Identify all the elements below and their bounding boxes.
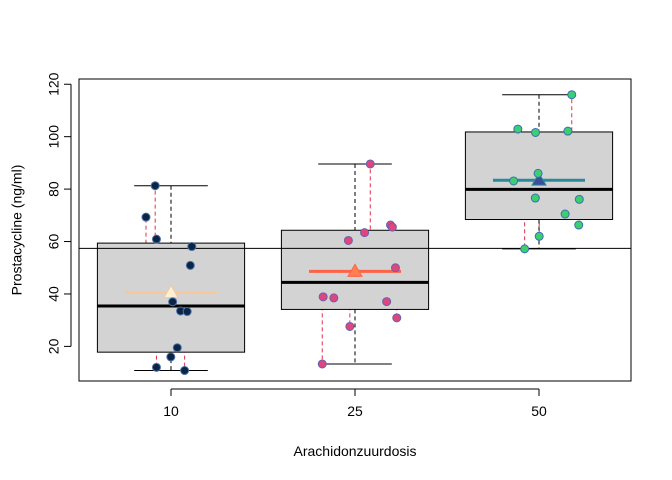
y-tick-label-120: 120 [46,72,62,96]
data-point-10-2 [141,212,151,222]
data-point-25-7 [318,292,328,302]
data-point-10-5 [185,260,195,270]
data-point-25-5 [343,235,353,245]
data-point-50-2 [513,124,523,134]
data-point-50-9 [560,209,570,219]
data-point-50-10 [574,220,584,230]
data-point-10-3 [151,234,161,244]
data-point-25-9 [382,297,392,307]
data-point-50-1 [567,90,577,100]
y-tick-label-60: 60 [46,234,62,250]
data-point-25-8 [329,293,339,303]
x-axis-label: Arachidonzuurdosis [294,443,417,459]
group-means [125,172,585,299]
data-point-25-10 [392,313,402,323]
boxes [96,94,614,372]
data-point-50-5 [533,168,543,178]
data-point-10-8 [182,307,192,317]
x-tick-label-25: 25 [347,403,363,419]
data-point-50-12 [520,244,530,254]
data-point-10-9 [172,343,182,353]
data-point-25-12 [317,359,327,369]
data-point-50-8 [574,194,584,204]
y-tick-label-40: 40 [46,286,62,302]
data-point-10-12 [180,366,190,376]
data-point-25-11 [345,321,355,331]
group-mean-marker-10 [163,284,179,299]
group-mean-marker-50 [531,172,547,186]
y-tick-label-80: 80 [46,181,62,197]
data-point-50-4 [563,126,573,136]
x-tick-label-10: 10 [163,403,179,419]
data-point-10-6 [168,297,178,307]
y-tick-label-20: 20 [46,338,62,354]
data-point-25-1 [365,159,375,169]
data-points [141,90,584,376]
y-axis: 20 40 60 80 100 120 [46,72,72,354]
plot-border [78,78,632,382]
data-point-25-3 [387,222,397,232]
data-point-50-3 [531,127,541,137]
data-point-25-4 [360,228,370,238]
y-axis-label: Prostacycline (ng/ml) [9,165,25,296]
data-point-10-1 [150,181,160,191]
data-point-10-4 [187,242,197,252]
data-point-10-11 [151,362,161,372]
y-tick-label-100: 100 [46,125,62,149]
group-mean-marker-25 [347,263,363,277]
data-point-10-10 [166,352,176,362]
data-point-50-6 [509,176,519,186]
data-point-50-11 [534,231,544,241]
x-tick-label-50: 50 [531,403,547,419]
data-point-50-7 [530,193,540,203]
x-axis: 10 25 50 [163,388,547,419]
data-point-25-6 [390,263,400,273]
